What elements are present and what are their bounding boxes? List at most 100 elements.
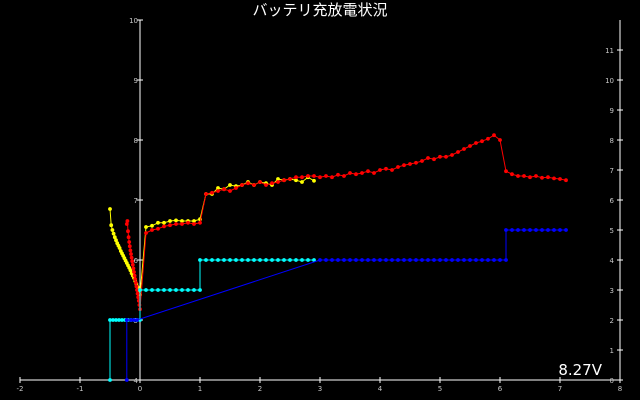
voltage-readout: 8.27V xyxy=(558,361,602,379)
y-right-tick-label: 6 xyxy=(610,197,615,205)
data-point xyxy=(108,378,112,382)
data-point xyxy=(306,174,310,178)
data-point xyxy=(450,258,454,262)
data-point xyxy=(228,183,232,187)
data-point xyxy=(378,258,382,262)
data-point xyxy=(168,288,172,292)
data-point xyxy=(234,258,238,262)
data-point xyxy=(294,258,298,262)
data-point xyxy=(312,258,316,262)
data-point xyxy=(180,222,184,226)
data-point xyxy=(114,238,118,243)
data-point xyxy=(516,228,520,232)
data-point xyxy=(294,175,298,180)
data-point xyxy=(135,288,139,292)
data-point xyxy=(135,291,140,296)
data-point xyxy=(264,258,268,262)
data-point xyxy=(133,280,138,285)
series-3 xyxy=(108,258,316,382)
y-right-tick-label: 10 xyxy=(605,77,614,85)
y-right-tick-label: 7 xyxy=(610,167,614,175)
data-point xyxy=(216,258,220,262)
data-point xyxy=(366,169,370,174)
data-point xyxy=(216,189,220,193)
data-point xyxy=(402,163,406,168)
data-point xyxy=(112,235,117,240)
data-point xyxy=(462,258,466,262)
data-point xyxy=(324,174,328,178)
y-right-tick-label: 9 xyxy=(610,107,614,115)
data-point xyxy=(456,258,460,262)
series-line xyxy=(126,229,566,380)
data-point xyxy=(162,220,166,225)
data-point xyxy=(492,133,496,138)
x-tick-label: 1 xyxy=(198,385,202,393)
data-point xyxy=(186,220,190,225)
data-point xyxy=(360,171,364,175)
data-point xyxy=(144,231,148,235)
data-point xyxy=(384,258,388,262)
data-point xyxy=(234,186,238,190)
data-point xyxy=(288,258,292,262)
y-left-tick-label: 6 xyxy=(134,257,139,265)
data-point xyxy=(228,189,232,193)
data-point xyxy=(552,228,556,232)
data-point xyxy=(546,228,550,232)
data-point xyxy=(126,229,130,234)
data-point xyxy=(360,258,364,262)
data-point xyxy=(136,295,141,300)
data-point xyxy=(450,153,454,157)
data-point xyxy=(117,318,121,322)
data-point xyxy=(300,175,304,180)
data-point xyxy=(432,258,436,262)
data-point xyxy=(390,168,394,172)
data-point xyxy=(135,318,139,322)
data-point xyxy=(486,258,490,262)
data-point xyxy=(132,318,136,322)
data-point xyxy=(330,175,334,180)
data-point xyxy=(108,207,112,211)
data-point xyxy=(133,277,138,282)
data-point xyxy=(456,150,460,154)
y-left-tick-label: 10 xyxy=(129,17,138,25)
data-point xyxy=(336,258,340,262)
data-point xyxy=(438,258,442,262)
data-point xyxy=(150,228,154,232)
data-point xyxy=(132,273,137,278)
data-point xyxy=(129,255,134,260)
data-point xyxy=(432,157,436,162)
data-point xyxy=(192,288,196,292)
data-point xyxy=(564,178,568,183)
data-point xyxy=(402,258,406,262)
data-point xyxy=(222,258,226,262)
y-left-tick-label: 8 xyxy=(134,137,138,145)
data-point xyxy=(504,169,508,174)
data-point xyxy=(516,174,520,178)
data-point xyxy=(240,183,244,187)
data-point xyxy=(124,318,129,322)
data-point xyxy=(270,258,274,262)
data-point xyxy=(276,177,280,181)
data-point xyxy=(504,228,508,232)
data-point xyxy=(264,183,268,187)
y-right-tick-label: 5 xyxy=(610,227,614,235)
data-point xyxy=(282,258,286,262)
data-point xyxy=(288,177,292,181)
data-point xyxy=(128,268,133,273)
series-4 xyxy=(124,228,568,382)
data-point xyxy=(540,175,544,180)
data-point xyxy=(348,171,352,175)
data-point xyxy=(354,258,358,262)
y-left-tick-label: 9 xyxy=(134,77,138,85)
data-point xyxy=(228,258,232,262)
x-tick-label: 2 xyxy=(258,385,262,393)
data-point xyxy=(222,187,226,192)
data-point xyxy=(414,258,418,262)
data-point xyxy=(162,224,166,229)
data-point xyxy=(540,228,544,232)
data-point xyxy=(336,172,340,177)
data-point xyxy=(522,174,526,178)
data-point xyxy=(204,192,208,196)
data-point xyxy=(444,258,448,262)
